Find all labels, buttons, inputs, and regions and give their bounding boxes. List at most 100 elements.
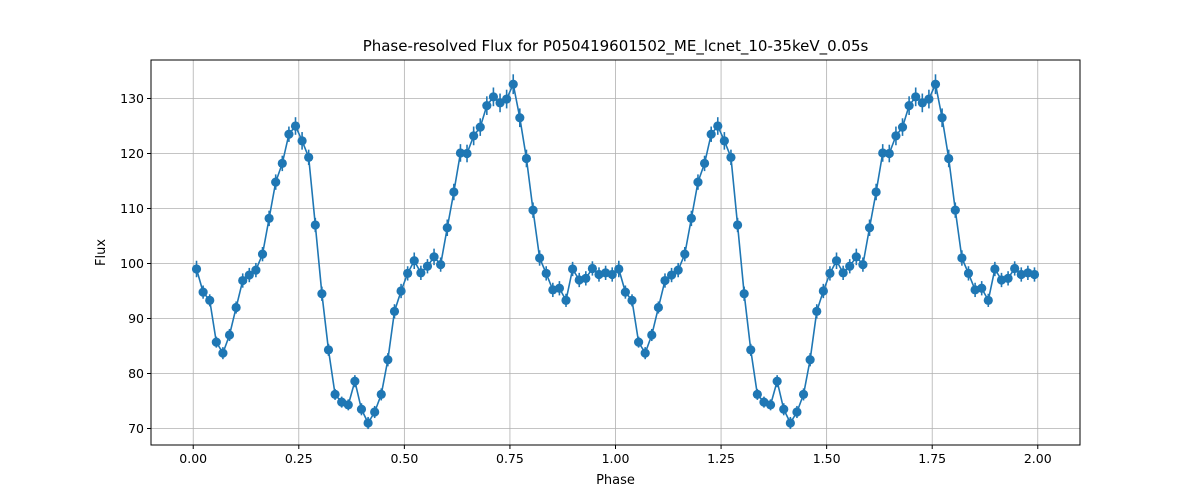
data-point bbox=[455, 148, 466, 158]
data-point bbox=[686, 213, 696, 223]
data-point bbox=[713, 121, 723, 131]
data-point bbox=[746, 345, 756, 355]
data-point bbox=[244, 270, 254, 280]
data-point bbox=[528, 205, 538, 215]
data-point bbox=[851, 252, 861, 262]
data-point bbox=[462, 148, 472, 159]
data-point bbox=[818, 286, 828, 296]
data-point bbox=[792, 407, 802, 417]
data-point bbox=[864, 223, 875, 233]
y-tick-label: 70 bbox=[128, 421, 144, 436]
data-point bbox=[858, 260, 868, 270]
data-point bbox=[343, 400, 353, 410]
data-point bbox=[699, 158, 710, 168]
data-point bbox=[831, 256, 842, 266]
data-point bbox=[825, 268, 835, 278]
data-point bbox=[627, 295, 637, 305]
data-point bbox=[673, 265, 683, 275]
data-point bbox=[647, 330, 657, 340]
x-tick-label: 1.50 bbox=[813, 451, 841, 466]
series-flux bbox=[191, 74, 1040, 430]
data-point bbox=[304, 152, 314, 162]
data-point bbox=[330, 389, 340, 399]
data-point bbox=[706, 129, 716, 139]
data-point bbox=[323, 345, 334, 355]
data-point bbox=[403, 268, 413, 278]
data-point bbox=[251, 265, 261, 275]
data-point bbox=[422, 261, 433, 271]
data-point bbox=[798, 389, 809, 399]
data-point bbox=[271, 177, 281, 187]
data-point bbox=[779, 404, 789, 414]
data-point bbox=[732, 220, 743, 230]
data-point bbox=[937, 113, 947, 123]
data-point bbox=[264, 213, 274, 223]
data-point bbox=[1010, 263, 1020, 274]
data-point bbox=[765, 400, 776, 410]
y-tick-label: 90 bbox=[128, 311, 144, 326]
data-point bbox=[567, 264, 578, 274]
data-point bbox=[772, 376, 782, 386]
data-point bbox=[205, 295, 215, 305]
data-point bbox=[897, 122, 908, 132]
data-point bbox=[957, 253, 967, 263]
data-point bbox=[739, 289, 749, 299]
data-point bbox=[238, 275, 248, 286]
data-point bbox=[416, 268, 426, 278]
data-point bbox=[990, 264, 1000, 274]
data-point bbox=[449, 187, 459, 197]
y-tick-label: 110 bbox=[120, 201, 144, 216]
data-point bbox=[191, 264, 202, 274]
data-point bbox=[356, 404, 367, 414]
data-point bbox=[977, 283, 987, 293]
data-point bbox=[317, 289, 327, 299]
data-point bbox=[442, 223, 452, 233]
data-point bbox=[290, 121, 301, 131]
data-point bbox=[924, 94, 934, 104]
data-point bbox=[1003, 273, 1013, 283]
data-point bbox=[535, 253, 545, 263]
data-point bbox=[297, 136, 307, 146]
data-point bbox=[370, 407, 380, 417]
data-point bbox=[284, 129, 294, 139]
x-tick-label: 0.25 bbox=[285, 451, 313, 466]
data-point bbox=[838, 268, 848, 278]
data-point bbox=[983, 295, 993, 305]
data-point bbox=[726, 152, 736, 162]
data-point bbox=[884, 148, 894, 159]
data-point bbox=[224, 330, 235, 340]
data-point bbox=[561, 295, 571, 305]
data-point bbox=[488, 92, 499, 102]
data-point bbox=[930, 79, 941, 89]
data-point bbox=[719, 136, 729, 146]
x-tick-label: 1.75 bbox=[918, 451, 946, 466]
data-point bbox=[508, 79, 518, 89]
data-point bbox=[891, 131, 901, 141]
data-point bbox=[878, 148, 888, 158]
data-point bbox=[409, 256, 419, 266]
data-point bbox=[944, 153, 954, 164]
data-point bbox=[257, 249, 268, 259]
data-point bbox=[653, 302, 664, 313]
y-tick-label: 100 bbox=[120, 256, 144, 271]
data-point bbox=[554, 283, 565, 293]
data-point bbox=[475, 122, 485, 132]
data-point bbox=[469, 131, 479, 141]
data-point bbox=[218, 348, 228, 358]
data-point bbox=[607, 269, 617, 280]
x-tick-label: 1.00 bbox=[602, 451, 630, 466]
data-point bbox=[812, 306, 822, 316]
x-tick-label: 2.00 bbox=[1024, 451, 1052, 466]
data-point bbox=[482, 101, 492, 111]
data-point bbox=[693, 177, 703, 187]
y-tick-label: 80 bbox=[128, 366, 144, 381]
data-point bbox=[541, 268, 551, 278]
x-axis: 0.00 0.25 0.50 0.75 1.00 1.25 1.50 1.75 2.00 bbox=[179, 445, 1052, 466]
data-point bbox=[436, 260, 446, 270]
data-point bbox=[376, 389, 386, 399]
data-point bbox=[640, 348, 650, 358]
data-point bbox=[383, 355, 393, 365]
x-tick-label: 1.25 bbox=[707, 451, 735, 466]
data-point bbox=[620, 287, 630, 297]
data-point bbox=[581, 273, 591, 283]
